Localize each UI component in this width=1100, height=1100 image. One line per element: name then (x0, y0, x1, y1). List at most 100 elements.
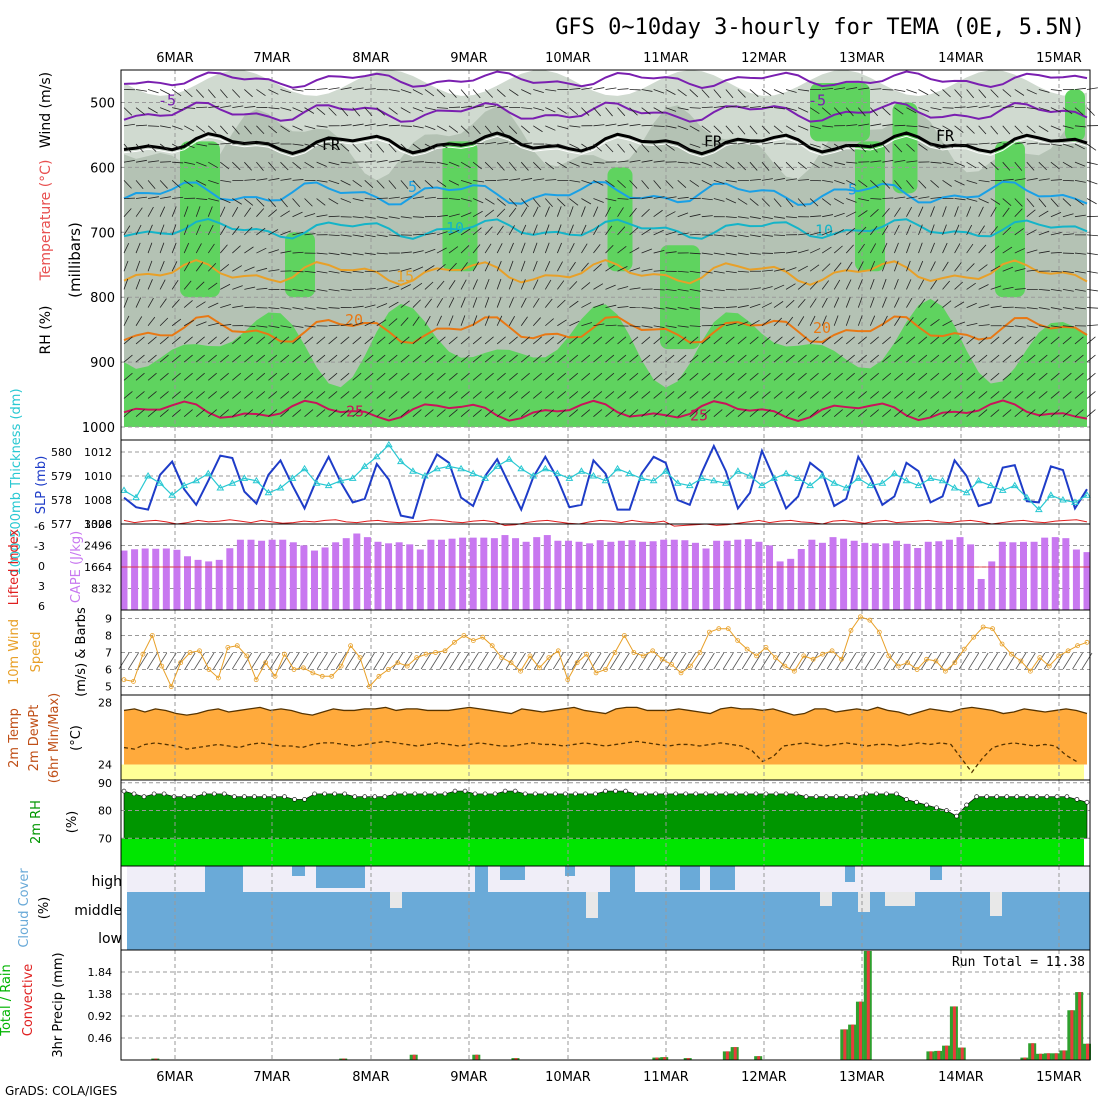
wind-barb (520, 372, 530, 381)
wind-barb (665, 307, 677, 310)
wind-barb (641, 354, 651, 363)
wind-barb (1014, 336, 1024, 345)
wind-barb (171, 206, 177, 217)
thickness-marker (481, 474, 490, 481)
precip-conv-bar (725, 1051, 729, 1060)
wind-barb (809, 372, 819, 381)
wind-barb (881, 242, 888, 254)
wind-marker (867, 617, 873, 623)
wind-barb (954, 372, 964, 381)
wind-marker (470, 638, 476, 643)
wind-barb (906, 409, 916, 417)
wind-barb (581, 354, 591, 363)
wind-barb (556, 224, 562, 236)
wind-barb (918, 298, 926, 308)
wind-barb (725, 89, 734, 99)
wind-barb (472, 372, 482, 381)
precip-conv-bar (733, 1047, 737, 1060)
wind-barb (930, 161, 942, 164)
wind-barb (749, 391, 759, 399)
wind-barb (508, 315, 515, 326)
wind-barb (545, 372, 554, 381)
wind-barb (954, 391, 964, 399)
rh-marker (904, 797, 909, 802)
cloud-axis-label: Cloud Cover (17, 868, 32, 948)
wind-barb (797, 316, 805, 326)
wind-barb (966, 161, 977, 169)
wind-barb (195, 372, 205, 381)
wind-barb (388, 234, 400, 237)
wind-barb (208, 354, 217, 363)
wind-barb (809, 107, 820, 115)
wind-barb (761, 161, 770, 171)
wind-barb (352, 123, 364, 127)
wind-barb (918, 206, 924, 217)
wind-barb (1050, 125, 1062, 131)
wind-barb (195, 125, 206, 133)
wind-barb (629, 197, 641, 199)
wind-barb (978, 105, 990, 109)
wind-marker (508, 660, 514, 666)
wind-barb (304, 198, 313, 207)
wind-barb (749, 141, 761, 145)
wind-barb (256, 125, 265, 135)
wind-barb (761, 125, 770, 134)
wind-marker (593, 670, 599, 676)
wind-barb (159, 354, 169, 363)
wind-barb (725, 252, 737, 256)
wind-barb (147, 107, 158, 114)
wind-barb (990, 245, 1000, 254)
wind-marker (990, 626, 995, 632)
precip-conv-bar (960, 1047, 964, 1060)
wind-barb (244, 89, 253, 98)
wind-barb (1038, 107, 1050, 112)
wind-barb (183, 242, 190, 254)
wind-barb (352, 234, 364, 238)
wind-barb (990, 226, 998, 236)
wind-barb (1038, 289, 1050, 291)
wind-barb (388, 124, 400, 127)
wind-barb (1025, 652, 1036, 670)
thickness-marker (746, 472, 754, 479)
wind-barb (477, 652, 489, 670)
rh-marker (974, 794, 979, 799)
wind-barb (593, 409, 603, 417)
wind-barb (292, 89, 304, 92)
wind-marker (650, 648, 656, 654)
wind-barb (137, 652, 149, 670)
wind-barb (232, 372, 242, 381)
wind-barb (857, 243, 865, 254)
wind-barb (256, 89, 266, 97)
wind-marker (829, 648, 835, 654)
wind-barb (966, 336, 976, 345)
wind-barb (906, 336, 916, 345)
wind-barb (473, 179, 485, 183)
thickness-marker (734, 467, 742, 474)
wind-barb (930, 261, 936, 272)
wind-barb (846, 124, 858, 127)
wind-barb (1050, 211, 1062, 218)
cape-bar (385, 543, 393, 610)
wind-barb (268, 178, 280, 181)
wind-barb (749, 372, 759, 381)
rh-marker (472, 791, 478, 797)
wind-barb (798, 89, 810, 92)
thickness-marker (1083, 491, 1091, 498)
wind-barb (304, 107, 315, 114)
wind-barb (448, 409, 458, 417)
wind-barb (171, 261, 178, 272)
wind-marker (980, 624, 986, 630)
wind-barb (749, 252, 761, 255)
wind-barb (364, 198, 376, 200)
wind-barb (629, 372, 639, 381)
wind-barb (496, 372, 506, 381)
wind-barb (725, 161, 735, 170)
wind-barb (424, 248, 436, 254)
wind-barb (774, 252, 786, 254)
wind-barb (870, 391, 880, 399)
wind-barb (400, 391, 410, 399)
wind-barb (894, 143, 903, 153)
thickness-marker (372, 452, 381, 460)
rh-marker (783, 791, 789, 797)
wind-marker (876, 629, 882, 635)
